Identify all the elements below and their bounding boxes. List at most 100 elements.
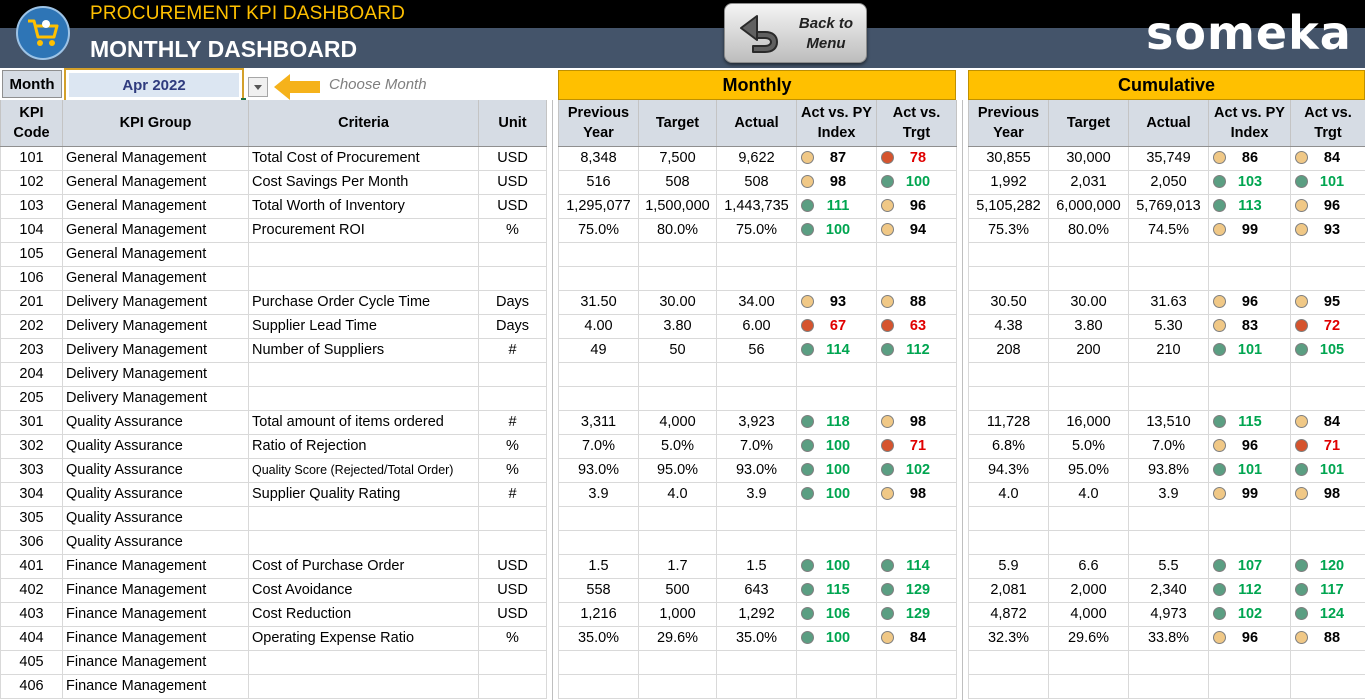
act-vs-py-cell: 112 bbox=[1208, 577, 1291, 603]
target-cell bbox=[638, 265, 717, 291]
monthly-row: 35.0% 29.6% 35.0% 100 84 bbox=[558, 625, 957, 651]
index-value: 106 bbox=[825, 606, 851, 622]
monthly-row: 7.0% 5.0% 7.0% 100 71 bbox=[558, 433, 957, 459]
status-dot-icon bbox=[881, 607, 894, 620]
header-bar: PROCUREMENT KPI DASHBOARD MONTHLY DASHBO… bbox=[0, 0, 1365, 68]
act-vs-target-cell: 112 bbox=[876, 337, 957, 363]
status-dot-icon bbox=[1213, 319, 1226, 332]
status-dot-icon bbox=[801, 295, 814, 308]
act-vs-target-cell bbox=[876, 241, 957, 267]
previous-year-cell: 1,216 bbox=[558, 601, 639, 627]
target-cell bbox=[1048, 385, 1129, 411]
unit-cell bbox=[478, 265, 547, 291]
actual-cell bbox=[1128, 361, 1209, 387]
status-dot-icon bbox=[801, 463, 814, 476]
act-vs-py-cell bbox=[796, 385, 877, 411]
cumulative-row: 208 200 210 101 105 bbox=[968, 337, 1365, 363]
kpi-code-cell: 304 bbox=[0, 481, 63, 507]
kpi-code-cell: 102 bbox=[0, 169, 63, 195]
kpi-code-cell: 303 bbox=[0, 457, 63, 483]
act-vs-py-cell: 115 bbox=[1208, 409, 1291, 435]
act-vs-target-cell bbox=[876, 265, 957, 291]
kpi-group-cell: Quality Assurance bbox=[62, 409, 249, 435]
kpi-info-table: KPI Code KPI Group Criteria Unit 101 Gener… bbox=[0, 100, 547, 699]
monthly-row bbox=[558, 529, 957, 555]
back-to-menu-button[interactable]: Back to Menu bbox=[724, 3, 867, 63]
act-vs-target-cell: 88 bbox=[876, 289, 957, 315]
target-cell bbox=[638, 361, 717, 387]
actual-cell: 35.0% bbox=[716, 625, 797, 651]
actual-cell: 643 bbox=[716, 577, 797, 603]
act-vs-py-cell bbox=[1208, 385, 1291, 411]
month-select[interactable]: Apr 2022 bbox=[64, 68, 244, 102]
previous-year-cell: 2,081 bbox=[968, 577, 1049, 603]
unit-cell: # bbox=[478, 481, 547, 507]
actual-cell: 3.9 bbox=[716, 481, 797, 507]
cumulative-row: 30,855 30,000 35,749 86 84 bbox=[968, 145, 1365, 171]
monthly-row bbox=[558, 649, 957, 675]
act-vs-py-cell: 100 bbox=[796, 217, 877, 243]
act-vs-target-cell: 94 bbox=[876, 217, 957, 243]
kpi-header-row: KPI Code KPI Group Criteria Unit bbox=[0, 100, 547, 147]
status-dot-icon bbox=[881, 463, 894, 476]
col-actual: Actual bbox=[1128, 100, 1209, 147]
criteria-cell: Total Cost of Procurement bbox=[248, 145, 479, 171]
previous-year-cell: 208 bbox=[968, 337, 1049, 363]
act-vs-target-cell bbox=[1290, 385, 1365, 411]
kpi-group-cell: General Management bbox=[62, 217, 249, 243]
status-dot-icon bbox=[1295, 463, 1308, 476]
monthly-table: Previous Year Target Actual Act vs. PY Ind… bbox=[558, 100, 957, 699]
cumulative-row bbox=[968, 529, 1365, 555]
act-vs-target-cell: 129 bbox=[876, 577, 957, 603]
kpi-row: 405 Finance Management bbox=[0, 649, 547, 675]
act-vs-py-cell: 101 bbox=[1208, 457, 1291, 483]
unit-cell bbox=[478, 241, 547, 267]
act-vs-target-cell: 63 bbox=[876, 313, 957, 339]
status-dot-icon bbox=[881, 439, 894, 452]
target-cell: 29.6% bbox=[1048, 625, 1129, 651]
status-dot-icon bbox=[1295, 439, 1308, 452]
previous-year-cell: 3.9 bbox=[558, 481, 639, 507]
target-cell: 80.0% bbox=[638, 217, 717, 243]
kpi-row: 306 Quality Assurance bbox=[0, 529, 547, 555]
index-value: 100 bbox=[825, 558, 851, 574]
target-cell: 508 bbox=[638, 169, 717, 195]
criteria-cell: Supplier Quality Rating bbox=[248, 481, 479, 507]
index-value: 72 bbox=[1323, 318, 1341, 334]
kpi-row: 105 General Management bbox=[0, 241, 547, 267]
kpi-code-cell: 405 bbox=[0, 649, 63, 675]
criteria-cell bbox=[248, 265, 479, 291]
act-vs-py-cell: 100 bbox=[796, 481, 877, 507]
previous-year-cell bbox=[558, 385, 639, 411]
actual-cell bbox=[716, 505, 797, 531]
actual-cell: 1,443,735 bbox=[716, 193, 797, 219]
unit-cell bbox=[478, 673, 547, 699]
act-vs-target-cell: 84 bbox=[876, 625, 957, 651]
col-previous-year: Previous Year bbox=[558, 100, 639, 147]
kpi-group-cell: General Management bbox=[62, 145, 249, 171]
index-value: 101 bbox=[1319, 174, 1345, 190]
previous-year-cell bbox=[558, 241, 639, 267]
status-dot-icon bbox=[881, 343, 894, 356]
actual-cell: 33.8% bbox=[1128, 625, 1209, 651]
actual-cell: 5.30 bbox=[1128, 313, 1209, 339]
act-vs-py-cell bbox=[796, 529, 877, 555]
kpi-row: 103 General Management Total Worth of Inve… bbox=[0, 193, 547, 219]
index-value: 86 bbox=[1241, 150, 1259, 166]
month-dropdown-button[interactable] bbox=[248, 77, 268, 97]
app-title: PROCUREMENT KPI DASHBOARD bbox=[90, 3, 406, 24]
back-arrow-icon bbox=[740, 15, 778, 53]
monthly-banner: Monthly bbox=[558, 70, 956, 100]
index-value: 129 bbox=[905, 606, 931, 622]
month-select-value[interactable]: Apr 2022 bbox=[68, 72, 240, 98]
status-dot-icon bbox=[1295, 631, 1308, 644]
target-cell: 2,000 bbox=[1048, 577, 1129, 603]
act-vs-target-cell bbox=[1290, 241, 1365, 267]
actual-cell: 93.0% bbox=[716, 457, 797, 483]
kpi-row: 402 Finance Management Cost Avoidance USD bbox=[0, 577, 547, 603]
monthly-header-row: Previous Year Target Actual Act vs. PY Ind… bbox=[558, 100, 957, 147]
act-vs-py-cell: 100 bbox=[796, 433, 877, 459]
actual-cell bbox=[1128, 265, 1209, 291]
index-value: 100 bbox=[825, 438, 851, 454]
cumulative-row: 75.3% 80.0% 74.5% 99 93 bbox=[968, 217, 1365, 243]
